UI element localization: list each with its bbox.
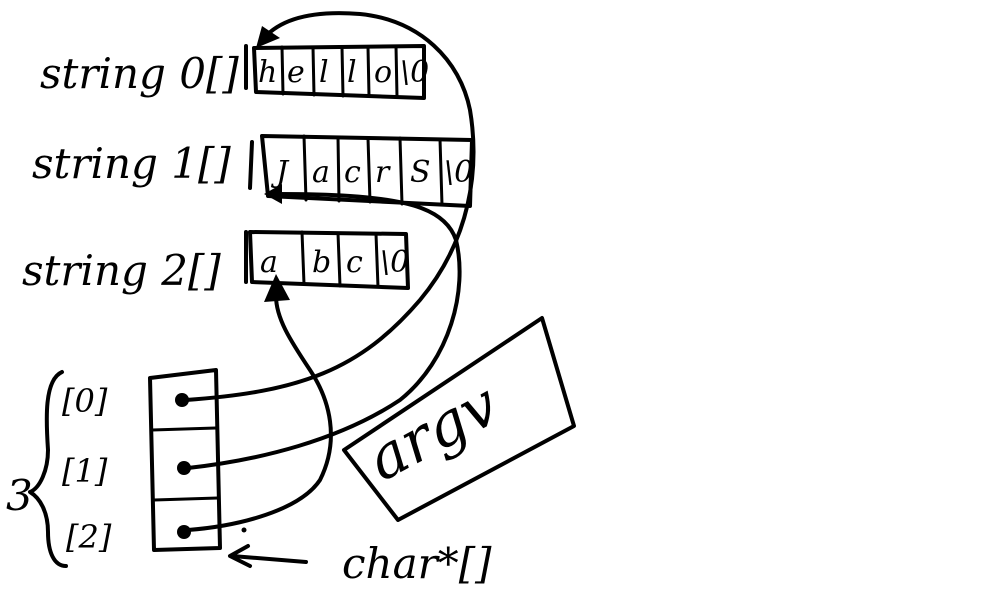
string0-label: string 0[] (40, 49, 239, 98)
pointer-arrowhead-0 (256, 26, 280, 48)
string1-cell-4: S (410, 155, 431, 190)
pointer-arrowhead-1 (264, 184, 282, 204)
string0-array: h e l l o \0 (244, 44, 429, 100)
type-label: char*[] (342, 539, 492, 588)
pointer-dot-2 (177, 525, 191, 539)
string2-cell-2: c (346, 245, 363, 280)
string0-box (252, 44, 426, 100)
pointer-arrow-2 (186, 294, 333, 532)
count-brace (28, 370, 68, 568)
string1-cell-0: J (270, 155, 290, 190)
string0-cell-0: h (258, 55, 277, 90)
pointer-dot-1 (177, 461, 191, 475)
string1-box (260, 134, 474, 208)
argv-note-frame (342, 316, 576, 522)
string2-label: string 2[] (22, 246, 221, 295)
string2-cell-3: \0 (380, 245, 409, 280)
count-label: 3 (6, 471, 33, 520)
pointer-index-1: [1] (62, 452, 108, 490)
string0-dividers (280, 44, 399, 99)
string1-label: string 1[] (32, 139, 231, 188)
pointer-arrow-1 (186, 192, 462, 470)
string0-cell-1: e (287, 55, 305, 90)
string1-cell-5: \0 (444, 155, 473, 190)
string0-cell-4: o (374, 55, 392, 90)
pointer-index-2: [2] (66, 518, 112, 556)
string1-cell-1: a (312, 155, 330, 190)
pointer-arrow-0 (184, 11, 476, 402)
pointer-array-box (148, 368, 222, 552)
pointer-array (148, 368, 222, 552)
stray-dot (241, 527, 247, 533)
string2-cell-0: a (260, 245, 278, 280)
argv-note-text: argv (356, 369, 510, 495)
string2-cell-1: b (312, 245, 331, 280)
string1-array: J a c r S \0 (248, 134, 474, 208)
string2-box (248, 230, 410, 290)
pointer-index-0: [0] (62, 382, 108, 420)
string2-dividers (300, 230, 380, 289)
string0-cell-5: \0 (400, 55, 429, 90)
pointer-array-dividers (150, 426, 220, 502)
string0-cell-2: l (319, 55, 329, 90)
string0-cell-3: l (347, 55, 357, 90)
string1-cell-3: r (375, 155, 391, 190)
string1-dividers (302, 134, 444, 207)
argv-note: argv (342, 316, 576, 522)
type-arrow-line (230, 554, 308, 564)
pointer-dot-0 (175, 393, 189, 407)
pointer-arrowhead-2 (264, 274, 290, 302)
type-arrow-head (228, 544, 252, 568)
string2-array: a b c \0 (244, 230, 410, 290)
string1-cell-2: c (344, 155, 361, 190)
string1-left-tick (248, 140, 254, 190)
